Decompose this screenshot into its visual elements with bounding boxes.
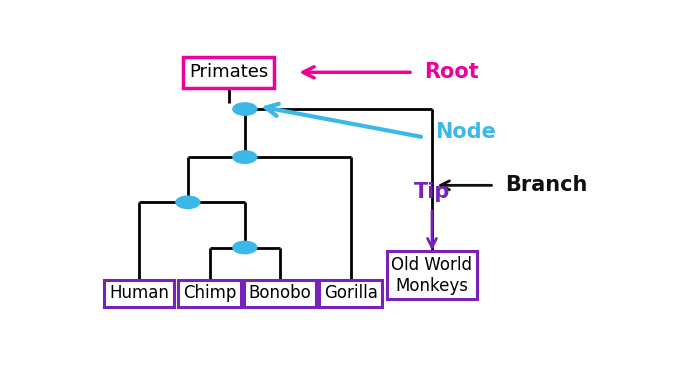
Text: Tip: Tip — [414, 182, 450, 202]
Text: Root: Root — [424, 62, 479, 82]
Text: Gorilla: Gorilla — [323, 284, 377, 302]
Text: Branch: Branch — [505, 175, 587, 195]
Text: Bonobo: Bonobo — [248, 284, 312, 302]
Circle shape — [233, 151, 257, 163]
Circle shape — [233, 103, 257, 115]
Text: Old World
Monkeys: Old World Monkeys — [391, 256, 472, 295]
Text: Human: Human — [109, 284, 169, 302]
Circle shape — [233, 241, 257, 254]
Text: Node: Node — [435, 121, 496, 142]
Text: Chimp: Chimp — [183, 284, 237, 302]
Text: Primates: Primates — [189, 63, 268, 81]
Circle shape — [176, 196, 199, 208]
